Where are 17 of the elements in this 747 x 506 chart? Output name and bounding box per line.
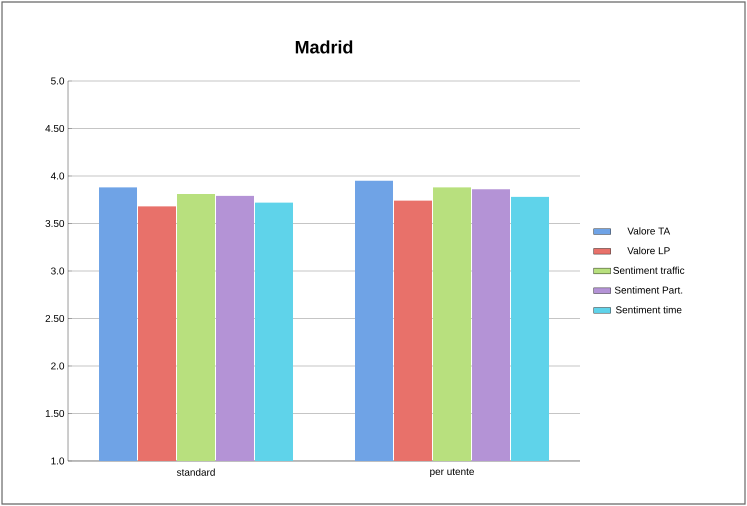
y-tick-label: 1.0 — [51, 457, 64, 465]
y-tick-label: 4.50 — [45, 124, 64, 132]
x-tick-label: standard — [176, 468, 215, 476]
legend-label: Valore TA — [627, 227, 670, 235]
y-tick-label: 3.0 — [51, 267, 64, 275]
legend-label: Sentiment Part. — [614, 286, 682, 294]
legend-label: Valore LP — [627, 246, 670, 254]
y-tick-label: 4.0 — [50, 172, 64, 180]
chart-title: Madrid — [296, 40, 352, 54]
x-tick-label: per utente — [430, 468, 474, 478]
y-tick-label: 5.0 — [51, 77, 64, 85]
y-tick-label: 2.50 — [46, 314, 64, 322]
legend-label: Sentiment traffic — [613, 266, 684, 274]
y-tick-label: 3.50 — [45, 220, 64, 228]
y-tick-label: 1.50 — [46, 410, 64, 418]
y-tick-label: 2.0 — [51, 362, 64, 370]
legend-label: Sentiment time — [616, 306, 682, 314]
